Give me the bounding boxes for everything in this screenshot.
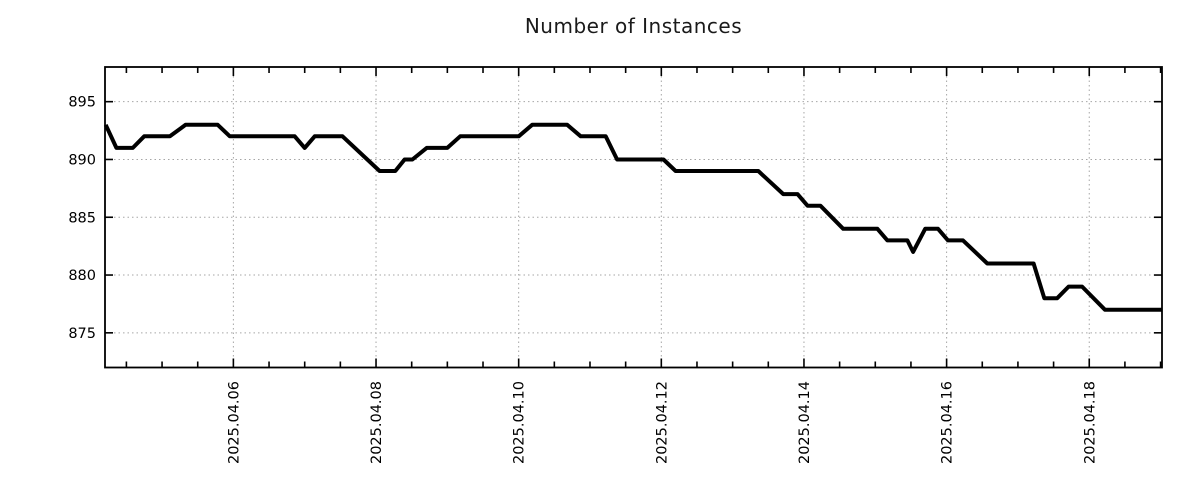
- x-tick-label: 2025.04.16: [940, 381, 956, 464]
- y-tick-label: 895: [68, 95, 96, 111]
- plot-border: [104, 66, 1163, 369]
- series-line: [103, 122, 1162, 312]
- x-tick-label: 2025.04.06: [226, 381, 242, 464]
- y-tick-label: 890: [68, 153, 96, 169]
- chart-title: Number of Instances: [524, 14, 743, 38]
- x-tick-label: 2025.04.12: [654, 381, 670, 464]
- x-tick-label: 2025.04.18: [1082, 381, 1098, 464]
- x-tick-label: 2025.04.10: [512, 381, 528, 464]
- x-tick-label: 2025.04.08: [369, 381, 385, 464]
- y-tick-label: 880: [68, 268, 96, 284]
- x-tick-label: 2025.04.14: [797, 381, 813, 464]
- y-tick-label: 875: [68, 326, 96, 342]
- y-tick-label: 885: [68, 210, 96, 226]
